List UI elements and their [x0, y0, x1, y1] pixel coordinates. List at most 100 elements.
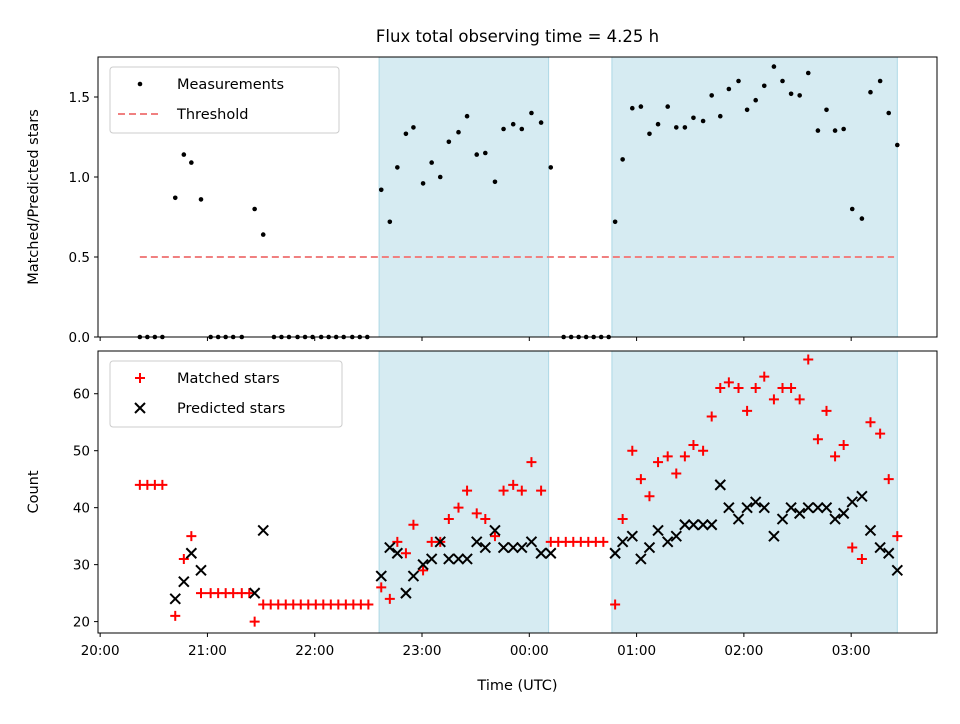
- y-tick-label: 60: [73, 387, 90, 403]
- measurement-point: [420, 181, 426, 186]
- x-tick-label: 22:00: [295, 643, 334, 659]
- measurement-point: [189, 160, 194, 165]
- predicted-point: [864, 524, 877, 537]
- measurement-point: [538, 120, 544, 125]
- predicted-point: [384, 541, 396, 554]
- matched-point: [249, 616, 260, 627]
- measurement-point: [510, 121, 516, 127]
- legend-label: Threshold: [176, 107, 248, 123]
- predicted-point: [883, 547, 895, 559]
- predicted-point: [670, 530, 682, 542]
- measurement-point: [682, 125, 688, 130]
- legend-box: [109, 66, 340, 134]
- predicted-point: [705, 519, 718, 531]
- y-tick-label: 1.0: [69, 170, 90, 186]
- y-tick-label: 1.5: [69, 90, 90, 106]
- measurement-point: [771, 64, 777, 69]
- measurement-point: [387, 219, 393, 225]
- y-axis-label: Count: [26, 470, 42, 513]
- matched-point: [671, 468, 682, 479]
- y-tick-label: 20: [73, 615, 90, 631]
- measurement-point: [736, 78, 741, 84]
- predicted-point: [714, 479, 726, 491]
- measurement-point: [529, 110, 534, 116]
- measurement-point: [717, 113, 723, 119]
- y-tick-label: 40: [73, 501, 90, 517]
- predicted-point: [489, 524, 501, 537]
- measurement-point: [456, 129, 461, 135]
- measurement-point: [805, 70, 811, 76]
- predicted-point: [661, 536, 674, 548]
- measurement-point: [868, 89, 873, 95]
- measurement-point: [700, 118, 706, 124]
- predicted-point: [723, 501, 735, 514]
- predicted-point: [874, 541, 886, 554]
- measurement-point: [709, 93, 714, 98]
- measurement-point: [886, 110, 892, 116]
- matched-point: [768, 394, 779, 405]
- shaded-interval: [378, 56, 550, 338]
- measurement-point: [612, 219, 618, 225]
- measurement-point: [437, 174, 443, 180]
- measurement-point: [859, 216, 865, 221]
- legend-label: Measurements: [177, 77, 284, 93]
- measurement-point: [198, 197, 204, 202]
- matched-point: [698, 445, 709, 456]
- matched-point: [426, 536, 437, 547]
- matched-point: [516, 485, 527, 496]
- measurement-point: [815, 128, 821, 133]
- measurement-point: [761, 83, 767, 89]
- measurement-point: [403, 131, 409, 137]
- legend-box: [109, 360, 343, 428]
- matched-point: [617, 514, 628, 525]
- matched-point: [662, 451, 673, 462]
- matched-point: [750, 383, 761, 394]
- predicted-point: [687, 519, 700, 531]
- predicted-point: [732, 513, 745, 525]
- measurement-point: [501, 126, 506, 132]
- measurement-point: [655, 121, 661, 127]
- x-tick-label: 00:00: [510, 643, 549, 659]
- measurement-point: [483, 150, 488, 156]
- measurement-point: [260, 232, 266, 237]
- predicted-point: [856, 490, 868, 502]
- matched-point: [653, 457, 664, 468]
- x-tick-label: 03:00: [832, 643, 871, 659]
- matched-point: [627, 445, 638, 456]
- measurement-point: [665, 104, 671, 109]
- measurement-point: [691, 115, 696, 121]
- legend-measurement-marker: [137, 81, 143, 87]
- predicted-point: [846, 496, 858, 508]
- measurement-point: [181, 152, 187, 157]
- predicted-point: [891, 564, 904, 577]
- y-tick-label: 0.5: [69, 250, 90, 266]
- axes-frame: [97, 56, 938, 338]
- predicted-point: [626, 530, 639, 542]
- matched-point: [178, 553, 189, 564]
- predicted-point: [802, 501, 814, 514]
- matched-point: [838, 440, 849, 450]
- matched-point: [742, 405, 753, 416]
- measurement-point: [832, 128, 838, 133]
- matched-point: [408, 519, 419, 530]
- predicted-point: [516, 541, 528, 554]
- measurement-point: [446, 139, 452, 145]
- predicted-point: [616, 536, 629, 548]
- predicted-point: [776, 513, 789, 525]
- predicted-point: [820, 501, 833, 514]
- x-tick-label: 02:00: [724, 643, 763, 659]
- predicted-point: [425, 553, 438, 565]
- matched-point: [715, 383, 726, 394]
- measurement-point: [172, 195, 178, 201]
- matched-point: [892, 531, 903, 542]
- x-tick-label: 01:00: [617, 643, 656, 659]
- predicted-point: [391, 547, 404, 559]
- predicted-point: [479, 541, 492, 554]
- measurement-point: [824, 107, 829, 113]
- predicted-point: [452, 553, 465, 565]
- matched-point: [830, 451, 841, 462]
- measurement-point: [726, 86, 732, 92]
- predicted-point: [785, 501, 797, 514]
- predicted-point: [609, 547, 621, 559]
- matched-point: [376, 582, 387, 593]
